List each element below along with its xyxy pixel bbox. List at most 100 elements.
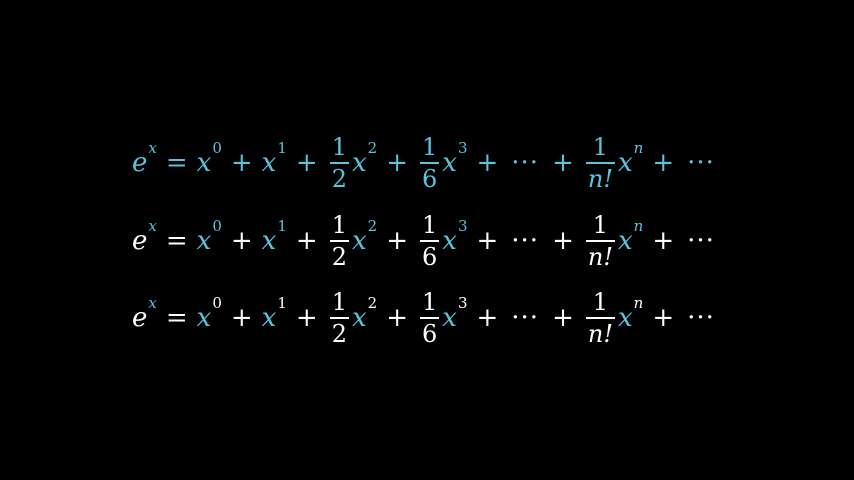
- var-x: x: [196, 303, 212, 333]
- var-x: x: [351, 226, 367, 256]
- exp-3: 3: [457, 217, 468, 235]
- denominator: 6: [421, 319, 438, 348]
- plus-sign: +: [230, 303, 253, 333]
- numerator: 1: [592, 133, 609, 162]
- exp-n: n: [633, 294, 644, 312]
- denominator: n!: [587, 242, 613, 271]
- equals-sign: =: [165, 303, 188, 333]
- exp-x: x: [148, 294, 157, 312]
- plus-sign: +: [652, 226, 675, 256]
- plus-sign: +: [230, 148, 253, 178]
- exp-3: 3: [457, 294, 468, 312]
- equals-sign: =: [165, 226, 188, 256]
- ellipsis: ···: [687, 226, 715, 256]
- var-x: x: [261, 148, 277, 178]
- denominator: 2: [331, 164, 347, 193]
- fraction-bar: [585, 317, 615, 319]
- denominator: n!: [587, 319, 613, 348]
- var-x: x: [617, 226, 633, 256]
- denominator: 2: [331, 242, 347, 271]
- denominator: n!: [587, 164, 613, 193]
- var-x: x: [351, 303, 367, 333]
- var-x: x: [442, 303, 457, 333]
- plus-sign: +: [652, 148, 675, 178]
- plus-sign: +: [552, 303, 574, 333]
- exp-x: x: [148, 217, 157, 235]
- exp-2: 2: [367, 294, 378, 312]
- plus-sign: +: [386, 226, 408, 256]
- numerator: 1: [592, 211, 609, 240]
- exp-0: 0: [212, 294, 222, 312]
- numerator: 1: [592, 288, 609, 317]
- exp-0: 0: [212, 217, 222, 235]
- fraction-bar: [585, 240, 615, 242]
- fraction-bar: [329, 162, 349, 164]
- denominator: 2: [331, 319, 347, 348]
- numerator: 1: [421, 211, 438, 240]
- fraction-bar: [419, 240, 440, 242]
- exp-0: 0: [212, 139, 222, 157]
- fraction-one-over-n-factorial: 1 n!: [585, 288, 615, 348]
- var-x: x: [261, 226, 277, 256]
- var-x: x: [617, 303, 633, 333]
- denominator: 6: [421, 164, 438, 193]
- exp-3: 3: [457, 139, 468, 157]
- exp-2: 2: [367, 217, 378, 235]
- exp-1: 1: [277, 217, 287, 235]
- exp-1: 1: [277, 294, 287, 312]
- fraction-bar: [329, 317, 349, 319]
- numerator: 1: [331, 211, 347, 240]
- exp-n: n: [633, 139, 644, 157]
- fraction-bar: [419, 162, 440, 164]
- base-e: e: [132, 303, 148, 333]
- exp-2: 2: [367, 139, 378, 157]
- plus-sign: +: [476, 148, 499, 178]
- ellipsis: ···: [687, 303, 715, 333]
- plus-sign: +: [476, 303, 499, 333]
- var-x: x: [442, 226, 457, 256]
- var-x: x: [617, 148, 633, 178]
- plus-sign: +: [295, 303, 318, 333]
- plus-sign: +: [552, 148, 574, 178]
- plus-sign: +: [652, 303, 675, 333]
- base-e: e: [132, 148, 148, 178]
- fraction-one-over-n-factorial: 1 n!: [585, 211, 615, 271]
- ellipsis: ···: [511, 148, 540, 178]
- plus-sign: +: [476, 226, 499, 256]
- fraction-bar: [585, 162, 615, 164]
- numerator: 1: [421, 133, 438, 162]
- fraction-bar: [419, 317, 440, 319]
- plus-sign: +: [552, 226, 574, 256]
- var-x: x: [196, 226, 212, 256]
- exp-x: x: [148, 139, 157, 157]
- exp-n: n: [633, 217, 644, 235]
- ellipsis: ···: [511, 303, 540, 333]
- var-x: x: [442, 148, 457, 178]
- equals-sign: =: [165, 148, 188, 178]
- plus-sign: +: [386, 148, 408, 178]
- base-e: e: [132, 226, 148, 256]
